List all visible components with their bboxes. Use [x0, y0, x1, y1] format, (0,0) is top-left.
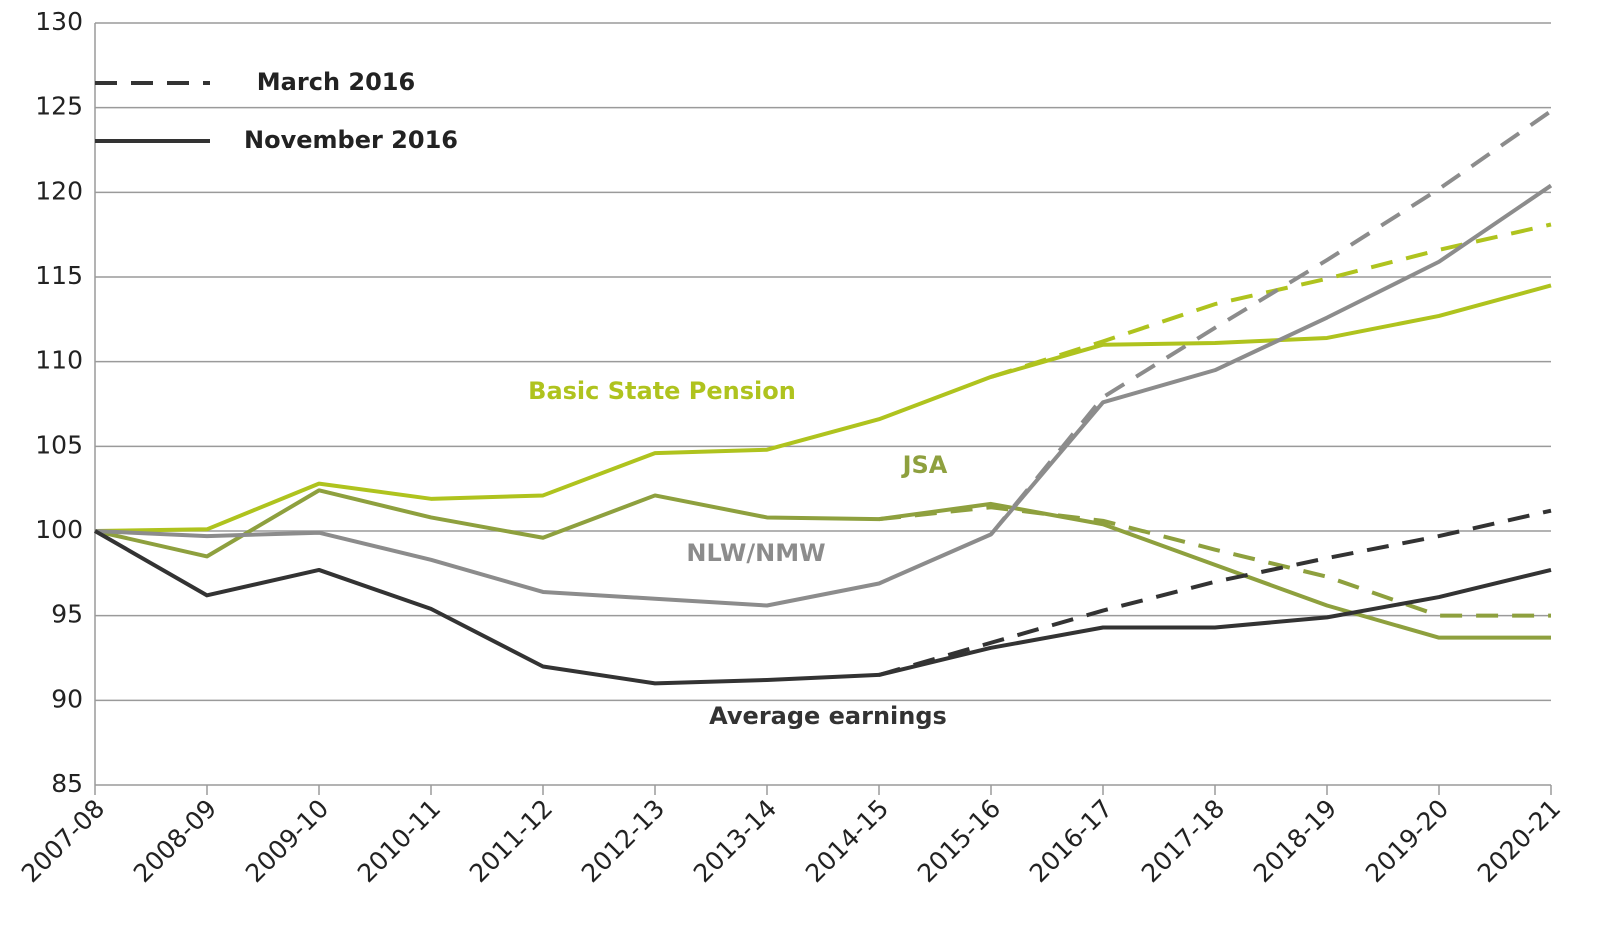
- line-1: [94, 283, 1552, 533]
- x-tick-label: 2010-11: [352, 794, 446, 888]
- line-1: [94, 488, 1551, 640]
- series-label: JSA: [901, 451, 948, 479]
- x-tick-label: 2011-12: [464, 794, 558, 888]
- x-tick-label: 2020-21: [1472, 794, 1566, 888]
- y-tick-label: 85: [51, 769, 83, 798]
- line-0: [878, 508, 1552, 677]
- line-0: [990, 222, 1552, 379]
- x-tick-label: 2008-09: [128, 794, 222, 888]
- y-tick-label: 125: [35, 92, 83, 121]
- line-0: [989, 109, 1553, 536]
- y-tick-label: 115: [35, 261, 83, 290]
- x-tick-label: 2015-16: [912, 794, 1006, 888]
- legend-label: March 2016: [257, 68, 415, 96]
- y-tick-label: 130: [35, 7, 83, 36]
- y-tick-label: 110: [35, 346, 83, 375]
- x-tick-label: 2009-10: [240, 794, 334, 888]
- line-1: [94, 529, 1552, 686]
- y-tick-label: 95: [51, 600, 83, 629]
- y-tick-label: 100: [35, 515, 83, 544]
- series-label: Average earnings: [709, 702, 947, 730]
- y-tick-label: 120: [35, 176, 83, 205]
- x-tick-label: 2019-20: [1360, 794, 1454, 888]
- x-tick-label: 2016-17: [1024, 794, 1118, 888]
- line-1: [94, 183, 1553, 608]
- y-tick-label: 105: [35, 430, 83, 459]
- x-tick-label: 2014-15: [800, 794, 894, 888]
- y-tick-label: 90: [51, 684, 83, 713]
- x-tick-label: 2018-19: [1248, 794, 1342, 888]
- x-tick-label: 2013-14: [688, 794, 782, 888]
- series-label: NLW/NMW: [686, 539, 825, 567]
- x-tick-label: 2017-18: [1136, 794, 1230, 888]
- x-tick-label: 2007-08: [16, 794, 110, 888]
- series-label: Basic State Pension: [528, 377, 796, 405]
- x-tick-label: 2012-13: [576, 794, 670, 888]
- line-0: [878, 505, 1551, 618]
- legend-label: November 2016: [244, 126, 458, 154]
